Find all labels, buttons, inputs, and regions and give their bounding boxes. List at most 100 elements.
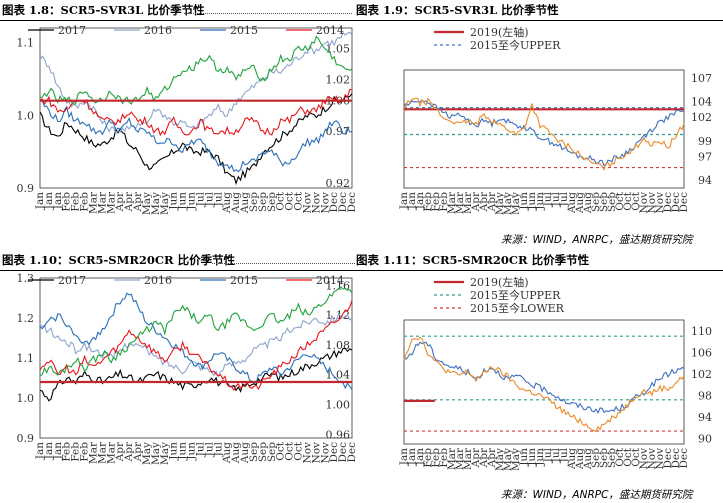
y-left-tick-label: 1.1 [17, 352, 35, 365]
x-tick-label: Jun [534, 192, 546, 211]
series-line-2016 [39, 31, 353, 135]
x-tick-label: Apr [114, 441, 126, 462]
x-tick-label: Jan [414, 192, 426, 210]
x-tick-label: Dec [346, 192, 356, 213]
x-tick-label: Sep [248, 192, 260, 212]
series-line-2015 [39, 100, 353, 173]
series-line-2015 [39, 292, 353, 390]
x-tick-label: Nov [319, 192, 331, 214]
x-tick-label: Aug [574, 192, 586, 214]
x-tick-label: May [494, 448, 506, 471]
y-right-tick-label: 97 [698, 151, 712, 164]
x-tick-label: Apr [486, 191, 498, 212]
x-tick-label: Mar [87, 441, 99, 464]
legend-label: 2014 [316, 274, 344, 287]
x-tick-label: Aug [239, 442, 251, 464]
x-tick-label: May [502, 448, 514, 471]
x-tick-label: Jan [52, 442, 64, 460]
x-tick-label: Apr [123, 441, 135, 462]
x-tick-label: Feb [70, 192, 82, 212]
x-tick-label: Sep [257, 192, 269, 212]
x-tick-label: May [502, 192, 514, 215]
y-left-tick-label: 1.3 [17, 272, 35, 285]
y-right-tick-label: 110 [691, 325, 712, 338]
y-left-tick-label: 1.1 [17, 37, 35, 50]
x-tick-label: Jun [177, 192, 189, 211]
x-tick-label: Nov [301, 442, 313, 464]
x-tick-label: Jan [43, 442, 55, 460]
x-tick-label: Oct [293, 191, 305, 210]
x-tick-label: Dec [678, 192, 690, 213]
series-line-green [39, 35, 353, 105]
top-rule [0, 20, 723, 21]
x-tick-label: Feb [430, 192, 442, 212]
x-tick-label: Feb [61, 442, 73, 462]
x-tick-label: Mar [105, 191, 117, 214]
x-tick-label: Sep [257, 442, 269, 462]
y-right-tick-label: 90 [698, 433, 712, 446]
x-tick-label: Oct [614, 447, 626, 466]
chart-fig-1-11: 90 94 98 102 106 110 Jan Jan Jan Feb Feb Feb Mar Mar M… [356, 270, 723, 480]
x-tick-label: Jun [526, 448, 538, 467]
y-left-tick-label: 1.0 [17, 392, 35, 405]
x-tick-label: Dec [670, 192, 682, 213]
y-right-tick-label: 1.00 [326, 399, 351, 412]
x-tick-label: Aug [221, 442, 233, 464]
series-line-orange_line [403, 336, 685, 433]
fig-1-10-title: 图表 1.10：SCR5-SMR20CR 比价季节性 [2, 253, 236, 267]
x-tick-label: Jun [186, 192, 198, 211]
chart-fig-1-10: 0.9 1.0 1.1 1.2 1.3 0.96 1.00 1.04 1.08 1.12 1.16 J… [0, 270, 357, 480]
x-tick-label: Jul [194, 441, 206, 457]
x-tick-label: Mar [105, 441, 117, 464]
x-tick-label: Apr [486, 447, 498, 468]
x-tick-label: Aug [239, 192, 251, 214]
legend-label: 2019(左轴) [470, 25, 529, 39]
x-tick-label: Feb [438, 448, 450, 468]
x-tick-label: Nov [310, 442, 322, 464]
x-tick-label: May [510, 192, 522, 215]
legend-label: 2015至今LOWER [470, 301, 565, 315]
x-tick-label: Sep [266, 442, 278, 462]
chart-fig-1-8: 0.9 1.0 1.1 0.92 0.97 1.00 1.02 1.05 Jan Jan Jan Fe… [0, 20, 357, 230]
x-tick-label: Dec [678, 448, 690, 469]
x-tick-label: Jul [550, 447, 562, 463]
fig-1-8-title: 图表 1.8：SCR5-SVR3L 比价季节性 [2, 3, 205, 17]
x-tick-label: Nov [638, 192, 650, 214]
x-tick-label: Jul [550, 191, 562, 207]
x-tick-label: Dec [346, 442, 356, 463]
x-tick-label: Dec [662, 448, 674, 469]
x-tick-label: Oct [284, 441, 296, 460]
x-tick-label: Jan [398, 448, 410, 466]
legend-label: 2017 [58, 24, 86, 37]
legend-label: 2016 [144, 274, 172, 287]
x-tick-label: Jul [194, 191, 206, 207]
x-tick-label: Mar [96, 191, 108, 214]
x-tick-label: Jun [168, 442, 180, 461]
series-line-green [39, 286, 353, 377]
x-tick-label: Nov [638, 448, 650, 470]
y-right-tick-label: 0.92 [326, 177, 351, 190]
x-tick-label: May [159, 192, 171, 215]
x-tick-label: Feb [422, 448, 434, 468]
x-tick-label: Jun [518, 192, 530, 211]
x-tick-label: Jul [212, 441, 224, 457]
legend-label: 2019(左轴) [470, 275, 529, 289]
series-line-2014 [39, 88, 353, 137]
x-tick-label: Mar [446, 191, 458, 214]
x-tick-label: Dec [662, 192, 674, 213]
x-tick-label: Nov [646, 192, 658, 214]
x-tick-label: Dec [337, 192, 349, 213]
series-line-blue_line [403, 341, 685, 415]
y-right-tick-label: 102 [691, 111, 712, 124]
x-tick-label: Mar [446, 447, 458, 470]
x-tick-label: Nov [654, 192, 666, 214]
x-tick-label: Nov [301, 192, 313, 214]
legend-label: 2017 [58, 274, 86, 287]
x-tick-label: Feb [438, 192, 450, 212]
middle-rule [0, 270, 723, 271]
x-tick-label: Jan [406, 192, 418, 210]
x-tick-label: May [159, 442, 171, 465]
x-tick-label: Jul [558, 191, 570, 207]
series-line-orange_line [403, 97, 685, 171]
x-tick-label: Oct [622, 191, 634, 210]
